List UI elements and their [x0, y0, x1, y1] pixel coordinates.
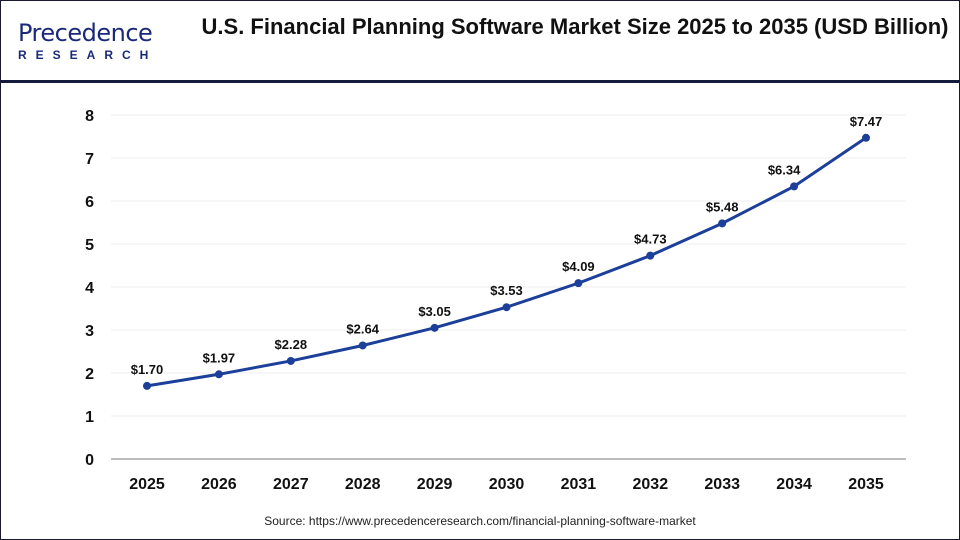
- data-point: [502, 303, 511, 312]
- data-point: [214, 370, 223, 379]
- x-tick-label: 2030: [489, 476, 525, 493]
- y-tick-label: 5: [85, 237, 94, 254]
- data-label: $5.48: [706, 199, 739, 214]
- y-tick-label: 3: [85, 323, 94, 340]
- data-point: [718, 219, 727, 228]
- data-label: $3.53: [490, 283, 523, 298]
- data-point: [646, 251, 655, 260]
- data-point: [430, 323, 439, 332]
- x-tick-label: 2026: [201, 476, 237, 493]
- data-label: $2.28: [275, 337, 308, 352]
- y-tick-label: 8: [85, 108, 94, 125]
- y-tick-label: 6: [85, 194, 94, 211]
- x-tick-label: 2033: [704, 476, 740, 493]
- chart-title: U.S. Financial Planning Software Market …: [201, 14, 949, 39]
- data-label: $1.70: [131, 362, 164, 377]
- data-point: [358, 341, 367, 350]
- data-point: [790, 182, 799, 191]
- y-tick-label: 0: [85, 452, 94, 469]
- data-label: $4.09: [562, 259, 595, 274]
- precedence-research-logo: Precedence RESEARCH: [18, 21, 163, 66]
- x-tick-label: 2032: [633, 476, 669, 493]
- x-tick-label: 2031: [561, 476, 597, 493]
- data-label: $7.47: [850, 114, 883, 129]
- x-tick-label: 2028: [345, 476, 381, 493]
- y-tick-label: 4: [85, 280, 94, 297]
- data-label: $3.05: [418, 304, 451, 319]
- data-label: $4.73: [634, 232, 667, 247]
- data-label: $2.64: [346, 321, 379, 336]
- data-point: [574, 279, 583, 288]
- data-label: $6.34: [768, 162, 801, 177]
- data-label: $1.97: [203, 350, 236, 365]
- logo-text-line2: RESEARCH: [18, 48, 158, 62]
- data-point: [143, 381, 151, 390]
- x-tick-label: 2025: [129, 476, 165, 493]
- y-tick-label: 2: [85, 366, 94, 383]
- y-tick-label: 1: [85, 409, 94, 426]
- logo-text-line1: Precedence: [18, 19, 153, 47]
- x-tick-label: 2035: [848, 476, 884, 493]
- x-tick-label: 2029: [417, 476, 453, 493]
- series-line: [146, 136, 867, 388]
- y-tick-label: 7: [85, 151, 94, 168]
- data-point: [286, 356, 295, 365]
- data-point: [862, 133, 870, 142]
- x-tick-label: 2034: [776, 476, 812, 493]
- source-text: Source: https://www.precedenceresearch.c…: [264, 514, 696, 528]
- x-tick-label: 2027: [273, 476, 309, 493]
- header-divider: [1, 80, 959, 83]
